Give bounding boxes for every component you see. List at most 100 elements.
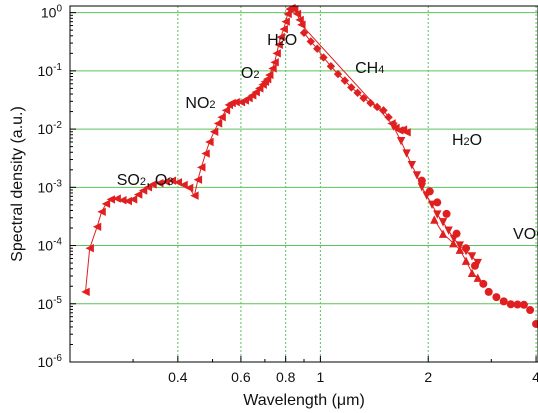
data-point bbox=[467, 252, 477, 261]
data-point bbox=[340, 76, 350, 85]
data-point bbox=[270, 58, 279, 67]
y-tick-exponent: -1 bbox=[53, 62, 62, 73]
y-tick-exponent: 0 bbox=[56, 4, 62, 15]
data-point bbox=[221, 106, 231, 115]
data-point bbox=[179, 180, 188, 190]
x-axis-title: Wavelength (μm) bbox=[243, 392, 365, 409]
data-point bbox=[506, 300, 515, 309]
data-point bbox=[449, 238, 458, 248]
data-point bbox=[462, 244, 471, 253]
data-point bbox=[513, 300, 522, 309]
species-label: H2O bbox=[267, 32, 297, 49]
data-point bbox=[292, 9, 302, 19]
data-point bbox=[326, 62, 336, 71]
data-point bbox=[313, 44, 322, 53]
data-point bbox=[97, 207, 106, 216]
label-subscript: 3 bbox=[167, 176, 173, 188]
species-label: VOCs bbox=[513, 226, 538, 243]
data-point bbox=[442, 209, 451, 218]
data-point bbox=[217, 113, 226, 122]
data-point bbox=[92, 222, 102, 231]
y-tick-label: 10-5 bbox=[38, 295, 63, 312]
x-tick-label: 1 bbox=[316, 369, 324, 385]
data-point bbox=[359, 93, 368, 103]
data-point bbox=[205, 137, 214, 147]
data-point bbox=[268, 64, 277, 73]
data-point bbox=[148, 180, 157, 189]
data-point bbox=[289, 4, 299, 14]
data-point bbox=[213, 119, 223, 128]
axis-ticks: 100 10-1 10-2 10-3 10-4 10-5 10-6 0.4 0.6 0.8 1 2 4 bbox=[38, 4, 538, 385]
data-point bbox=[281, 17, 290, 26]
data-point bbox=[384, 113, 393, 122]
data-point bbox=[197, 163, 206, 172]
data-point bbox=[526, 306, 535, 315]
data-point bbox=[265, 70, 274, 80]
data-point bbox=[479, 279, 488, 288]
data-point bbox=[85, 244, 94, 253]
data-point bbox=[299, 28, 309, 38]
data-point bbox=[484, 287, 493, 296]
data-point bbox=[396, 136, 406, 146]
x-tick-label: 0.8 bbox=[276, 369, 296, 385]
data-point bbox=[519, 300, 528, 309]
data-point bbox=[444, 226, 453, 235]
label-text: CH bbox=[355, 60, 378, 77]
data-point bbox=[407, 160, 417, 170]
data-point bbox=[306, 37, 315, 46]
label-text: H bbox=[452, 132, 464, 149]
data-point bbox=[272, 49, 281, 58]
data-point bbox=[467, 268, 477, 278]
data-point bbox=[167, 176, 177, 185]
label-text: NO bbox=[185, 95, 209, 112]
data-point bbox=[190, 191, 199, 200]
y-tick-label: 10-1 bbox=[38, 62, 63, 79]
data-point bbox=[366, 98, 375, 108]
series-circle bbox=[417, 176, 538, 328]
data-series bbox=[81, 3, 538, 328]
label-subscript: 2 bbox=[279, 36, 285, 48]
data-point bbox=[133, 190, 143, 199]
data-point bbox=[389, 122, 398, 131]
label-subscript: 2 bbox=[464, 136, 470, 148]
data-point bbox=[455, 245, 465, 254]
data-point bbox=[470, 261, 479, 270]
data-point bbox=[231, 97, 240, 107]
data-point bbox=[499, 297, 508, 306]
data-point bbox=[402, 128, 411, 137]
y-tick-label: 100 bbox=[41, 4, 63, 21]
data-point bbox=[473, 273, 482, 282]
data-point bbox=[262, 74, 272, 84]
data-point bbox=[347, 83, 356, 92]
data-point bbox=[353, 88, 362, 97]
data-point bbox=[402, 149, 411, 158]
data-point bbox=[184, 183, 194, 193]
data-point bbox=[279, 24, 288, 34]
y-tick-exponent: -6 bbox=[53, 353, 62, 364]
data-point bbox=[412, 171, 422, 180]
data-point bbox=[425, 187, 434, 196]
data-point bbox=[101, 199, 111, 209]
y-tick-label: 10-4 bbox=[38, 237, 63, 254]
data-point bbox=[227, 98, 236, 108]
x-tick-label: 2 bbox=[424, 369, 432, 385]
data-point bbox=[173, 178, 183, 187]
data-point bbox=[433, 210, 442, 219]
series-triangle-left bbox=[81, 3, 411, 297]
data-point bbox=[438, 229, 448, 238]
data-point bbox=[251, 88, 260, 97]
data-point bbox=[112, 194, 121, 203]
label-text: SO bbox=[117, 172, 140, 189]
label-subscript: 2 bbox=[253, 69, 259, 81]
label-subscript: 2 bbox=[140, 176, 146, 188]
data-point bbox=[395, 126, 404, 135]
data-point bbox=[417, 176, 426, 185]
data-point bbox=[417, 183, 427, 192]
label-text: O bbox=[470, 132, 482, 149]
data-point bbox=[81, 287, 90, 297]
data-point bbox=[155, 178, 164, 188]
data-point bbox=[193, 175, 203, 184]
data-point bbox=[433, 198, 442, 207]
